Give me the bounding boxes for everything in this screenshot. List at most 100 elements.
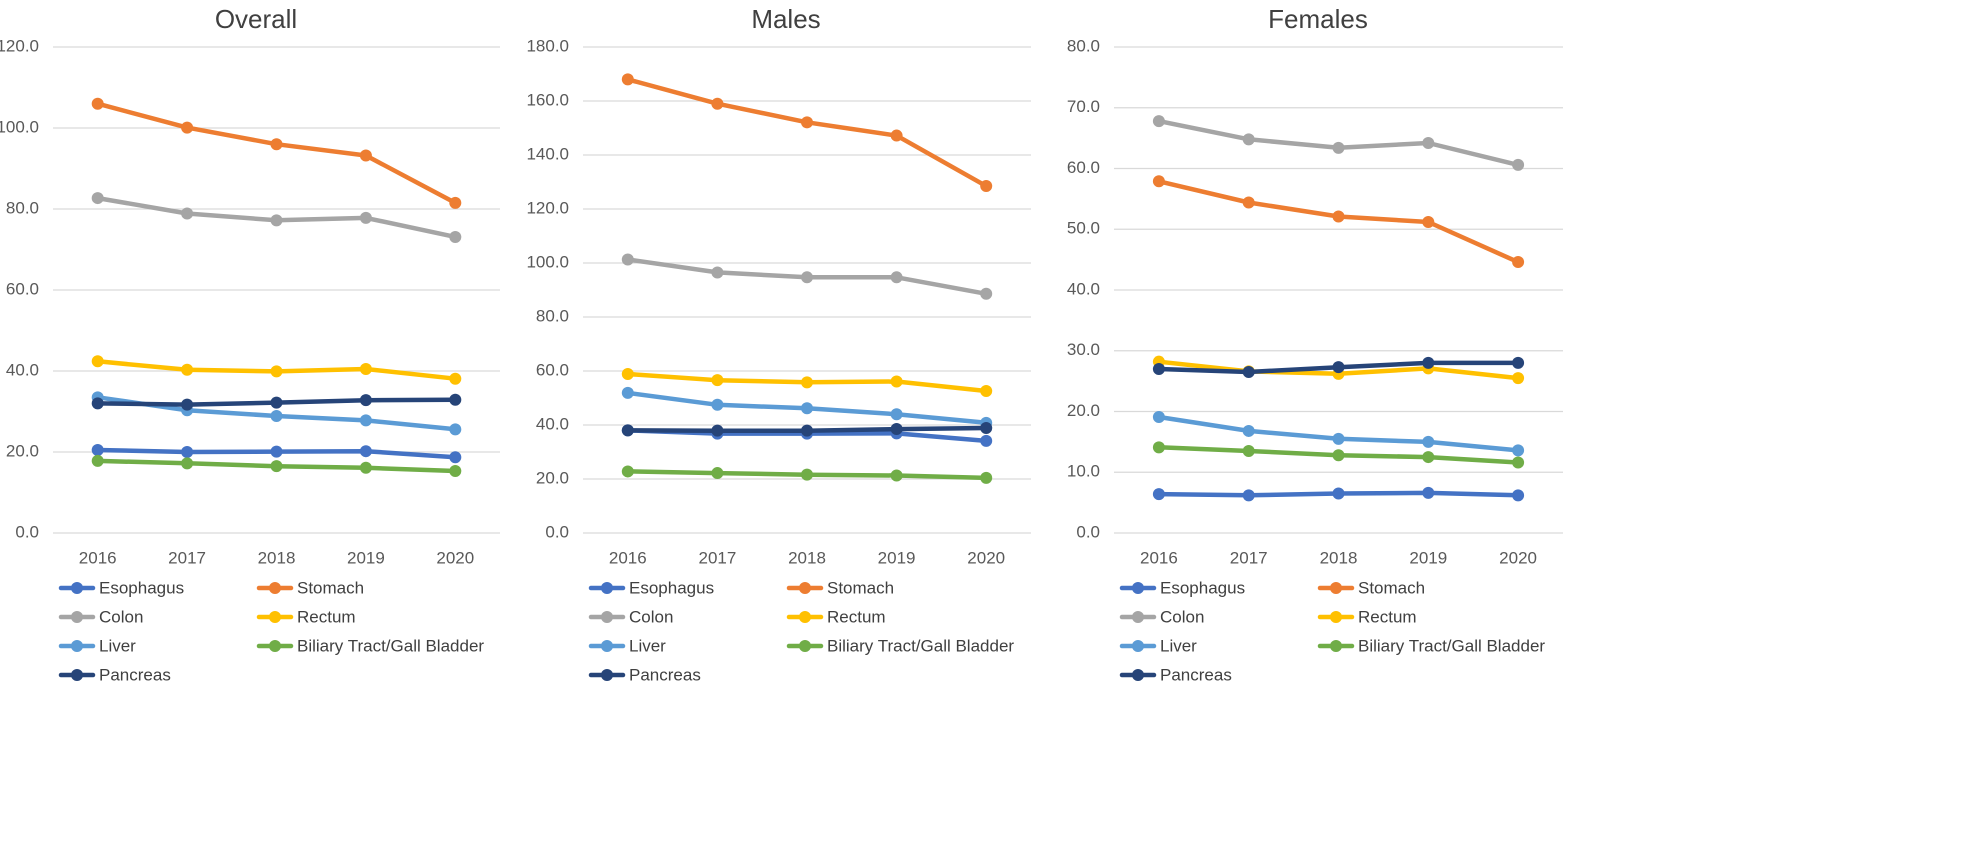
y-tick-label: 160.0: [526, 90, 569, 109]
data-point: [270, 445, 283, 458]
y-tick-label: 60.0: [536, 360, 569, 379]
data-point: [1242, 366, 1255, 379]
x-tick-label: 2020: [1499, 548, 1537, 567]
data-point: [1422, 215, 1435, 228]
y-tick-label: 100.0: [0, 117, 39, 136]
x-tick-label: 2017: [168, 548, 206, 567]
legend-marker: [1132, 640, 1144, 652]
data-point: [1152, 362, 1165, 375]
legend-marker: [1330, 582, 1342, 594]
y-tick-label: 60.0: [6, 279, 39, 298]
legend-marker: [601, 669, 613, 681]
y-tick-label: 120.0: [0, 36, 39, 55]
legend-marker: [601, 640, 613, 652]
data-point: [181, 207, 194, 220]
data-point: [1152, 175, 1165, 188]
x-tick-label: 2019: [878, 548, 916, 567]
legend-item: Rectum: [256, 607, 356, 626]
y-tick-label: 40.0: [6, 360, 39, 379]
legend-label: Esophagus: [629, 578, 714, 597]
data-point: [1152, 488, 1165, 501]
data-point: [181, 363, 194, 376]
legend-marker: [799, 640, 811, 652]
data-point: [1332, 141, 1345, 154]
x-tick-label: 2018: [1320, 548, 1358, 567]
legend-label: Rectum: [297, 607, 356, 626]
legend-item: Pancreas: [1119, 665, 1232, 684]
data-point: [1512, 356, 1525, 369]
y-tick-label: 120.0: [526, 198, 569, 217]
y-tick-label: 20.0: [6, 441, 39, 460]
data-point: [1422, 356, 1435, 369]
data-point: [621, 386, 634, 399]
legend-marker: [71, 640, 83, 652]
y-tick-label: 50.0: [1067, 219, 1100, 238]
data-point: [1422, 451, 1435, 464]
data-point: [801, 402, 813, 415]
legend-item: Pancreas: [58, 665, 171, 684]
data-point: [711, 97, 724, 110]
data-point: [1512, 256, 1525, 269]
data-point: [980, 287, 993, 300]
data-point: [181, 121, 194, 134]
data-point: [711, 374, 724, 387]
data-point: [1242, 444, 1255, 457]
legend-label: Rectum: [1358, 607, 1417, 626]
chart-title: Females: [1268, 4, 1368, 34]
y-tick-label: 40.0: [536, 414, 569, 433]
data-point: [801, 271, 813, 284]
x-tick-label: 2018: [788, 548, 826, 567]
data-point: [359, 394, 372, 407]
data-point: [449, 196, 462, 209]
data-point: [181, 446, 194, 458]
y-tick-label: 30.0: [1067, 340, 1100, 359]
data-point: [91, 397, 104, 410]
data-point: [980, 421, 993, 434]
data-point: [980, 471, 993, 484]
y-tick-label: 70.0: [1067, 97, 1100, 116]
data-point: [449, 451, 462, 464]
legend-label: Colon: [1160, 607, 1204, 626]
legend-item: Esophagus: [58, 578, 184, 597]
data-point: [449, 465, 462, 478]
data-point: [359, 362, 372, 375]
y-tick-label: 20.0: [1067, 401, 1100, 420]
x-tick-label: 2019: [1409, 548, 1447, 567]
data-point: [801, 116, 813, 129]
legend-label: Liver: [629, 636, 666, 655]
legend-marker: [71, 611, 83, 623]
data-point: [1152, 115, 1165, 128]
data-point: [91, 454, 104, 467]
legend-label: Esophagus: [99, 578, 184, 597]
legend-label: Pancreas: [1160, 665, 1232, 684]
data-point: [270, 365, 283, 378]
y-tick-label: 0.0: [545, 522, 569, 541]
legend-label: Stomach: [297, 578, 364, 597]
data-point: [1332, 210, 1345, 223]
data-point: [449, 230, 462, 243]
x-tick-label: 2016: [79, 548, 117, 567]
data-point: [1332, 449, 1345, 462]
data-point: [181, 398, 194, 411]
legend-marker: [269, 640, 281, 652]
data-point: [1512, 489, 1525, 502]
x-tick-label: 2016: [1140, 548, 1178, 567]
legend-marker: [1330, 611, 1342, 623]
data-point: [980, 384, 993, 397]
legend-item: Liver: [58, 636, 136, 655]
data-point: [621, 367, 634, 380]
legend-marker: [269, 582, 281, 594]
data-point: [890, 375, 903, 388]
data-point: [1422, 136, 1435, 149]
data-point: [270, 460, 283, 473]
data-point: [1242, 424, 1255, 437]
legend-marker: [601, 582, 613, 594]
data-point: [449, 393, 462, 406]
legend-marker: [71, 669, 83, 681]
legend-label: Rectum: [827, 607, 886, 626]
data-point: [890, 408, 903, 421]
data-point: [359, 445, 372, 458]
data-point: [1512, 158, 1525, 171]
legend-marker: [1330, 640, 1342, 652]
